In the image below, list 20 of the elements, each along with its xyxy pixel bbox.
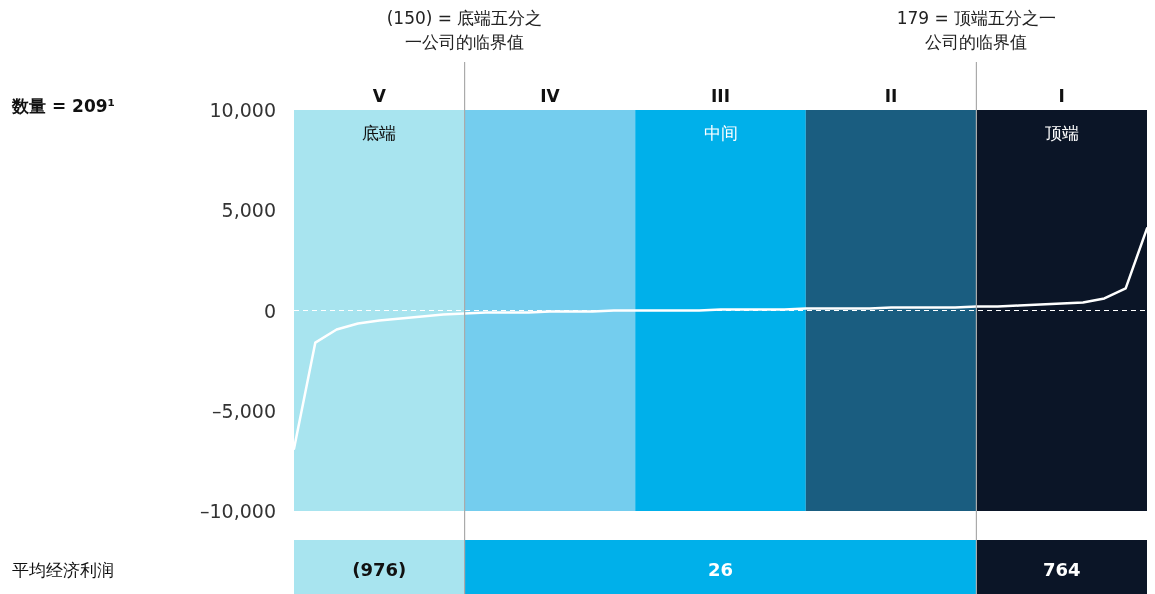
text: (976) xyxy=(352,559,407,580)
text: 764 xyxy=(1042,559,1081,580)
text: III xyxy=(711,86,730,106)
text: II xyxy=(884,86,898,106)
text: I xyxy=(1058,86,1065,106)
text: 179 = 顶端五分之一公司的临界值 xyxy=(896,8,1057,52)
y-tick-label: –10,000 xyxy=(200,500,276,522)
annotation: 中间 xyxy=(703,123,738,143)
text: 平均经济利润 xyxy=(12,560,114,580)
y-tick-label: 10,000 xyxy=(209,99,276,121)
annotation: 顶端 xyxy=(1044,123,1079,143)
annotation: 底端 xyxy=(362,123,397,143)
y-tick-label: 0 xyxy=(263,299,276,322)
text: IV xyxy=(540,86,561,106)
y-tick-label: –5,000 xyxy=(212,399,276,422)
y-tick-label: 5,000 xyxy=(221,199,276,222)
text: (150) = 底端五分之一公司的临界值 xyxy=(386,8,543,52)
text: 26 xyxy=(707,559,734,580)
text: 数量 = 209¹ xyxy=(11,96,116,116)
text: V xyxy=(372,86,387,106)
